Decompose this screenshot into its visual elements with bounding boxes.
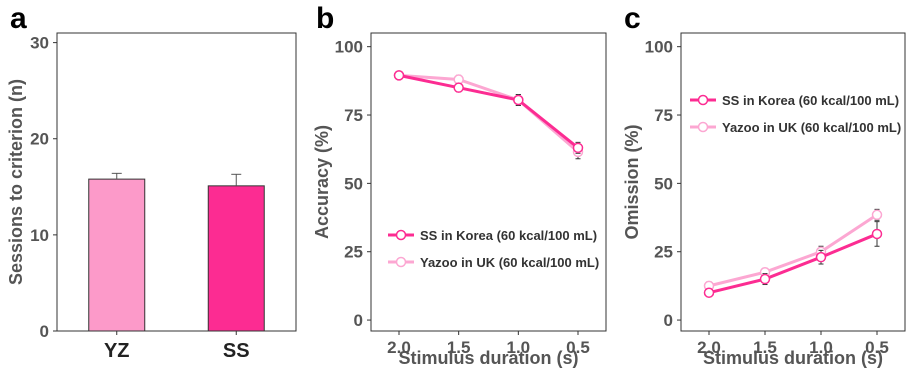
y-tick-label: 0 <box>354 311 363 330</box>
series-line-1 <box>398 73 579 154</box>
data-point <box>572 142 584 154</box>
series-line-0 <box>398 73 579 149</box>
y-tick-label: 20 <box>30 130 49 149</box>
data-point <box>513 94 524 106</box>
data-point <box>815 251 827 263</box>
y-tick-label: 75 <box>344 106 363 125</box>
x-tick-label: 0.5 <box>865 338 889 357</box>
y-tick-label: 30 <box>30 34 49 53</box>
y-axis-label: Omission (%) <box>622 124 642 239</box>
plot-frame <box>370 32 607 332</box>
y-tick-label: 25 <box>344 243 363 262</box>
x-tick-label: 2.0 <box>697 338 721 357</box>
x-tick-label: 1.0 <box>507 338 531 357</box>
x-tick-label: YZ <box>104 340 130 362</box>
bar-ss <box>207 185 265 332</box>
plot-frame <box>56 32 297 332</box>
x-axis-label: Stimulus duration (s) <box>703 348 883 368</box>
x-axis-label: Stimulus duration (s) <box>399 348 579 368</box>
x-tick-label: 0.5 <box>566 338 590 357</box>
y-axis-label: Accuracy (%) <box>312 125 332 239</box>
legend-label: Yazoo in UK (60 kcal/100 mL) <box>722 120 901 135</box>
legend-label: SS in Korea (60 kcal/100 mL) <box>722 93 899 108</box>
data-point <box>759 273 771 285</box>
legend-marker <box>697 121 709 133</box>
legend-marker <box>395 256 407 268</box>
y-tick-label: 0 <box>664 311 673 330</box>
y-tick-label: 100 <box>335 38 363 57</box>
panel-label-c: c <box>624 2 641 35</box>
data-point <box>871 209 883 221</box>
x-tick-label: 1.0 <box>809 338 833 357</box>
y-tick-label: 100 <box>645 38 673 57</box>
bar-yz <box>88 178 146 332</box>
data-point <box>393 70 405 81</box>
y-axis-label: Sessions to criterion (n) <box>6 79 26 285</box>
series-line-1 <box>708 213 878 288</box>
y-tick-label: 10 <box>30 226 49 245</box>
x-tick-label: 1.5 <box>753 338 777 357</box>
x-tick-label: 2.0 <box>387 338 411 357</box>
y-tick-label: 0 <box>40 322 49 341</box>
panel-label-b: b <box>316 2 334 35</box>
data-point <box>871 228 883 240</box>
legend-label: SS in Korea (60 kcal/100 mL) <box>420 228 597 243</box>
panel-label-a: a <box>10 2 27 35</box>
legend-marker <box>697 94 709 106</box>
legend-marker <box>395 229 407 241</box>
legend-label: Yazoo in UK (60 kcal/100 mL) <box>420 255 599 270</box>
y-tick-label: 25 <box>654 243 673 262</box>
series-line-0 <box>708 232 878 295</box>
y-tick-label: 75 <box>654 106 673 125</box>
x-tick-label: 1.5 <box>447 338 471 357</box>
data-point <box>453 82 464 93</box>
x-tick-label: SS <box>223 340 250 362</box>
y-tick-label: 50 <box>654 174 673 193</box>
y-tick-label: 50 <box>344 174 363 193</box>
data-point <box>703 287 715 298</box>
plot-frame <box>680 32 906 332</box>
